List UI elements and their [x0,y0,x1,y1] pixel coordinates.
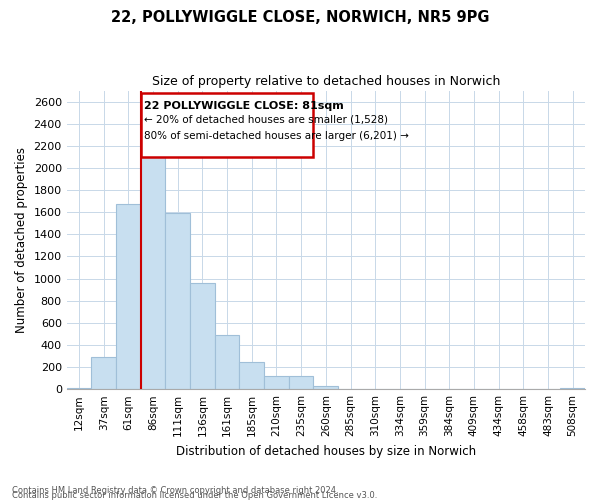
Text: Contains public sector information licensed under the Open Government Licence v3: Contains public sector information licen… [12,491,377,500]
Bar [67,388,91,389]
Text: ← 20% of detached houses are smaller (1,528): ← 20% of detached houses are smaller (1,… [145,115,388,125]
X-axis label: Distribution of detached houses by size in Norwich: Distribution of detached houses by size … [176,444,476,458]
Bar [166,214,190,389]
Bar [215,335,239,389]
Bar [190,283,215,389]
Text: 22 POLLYWIGGLE CLOSE: 81sqm: 22 POLLYWIGGLE CLOSE: 81sqm [145,100,344,110]
Text: 22, POLLYWIGGLE CLOSE, NORWICH, NR5 9PG: 22, POLLYWIGGLE CLOSE, NORWICH, NR5 9PG [111,10,489,25]
Bar [116,204,141,389]
Bar [289,376,313,389]
Bar [91,357,116,389]
Bar [560,388,585,389]
Bar [338,388,363,389]
Bar [141,154,166,389]
Text: 80% of semi-detached houses are larger (6,201) →: 80% of semi-detached houses are larger (… [145,132,409,141]
Bar [264,376,289,389]
Text: Contains HM Land Registry data © Crown copyright and database right 2024.: Contains HM Land Registry data © Crown c… [12,486,338,495]
Bar [239,362,264,389]
Y-axis label: Number of detached properties: Number of detached properties [15,147,28,333]
FancyBboxPatch shape [141,93,313,157]
Bar [313,386,338,389]
Title: Size of property relative to detached houses in Norwich: Size of property relative to detached ho… [152,75,500,88]
